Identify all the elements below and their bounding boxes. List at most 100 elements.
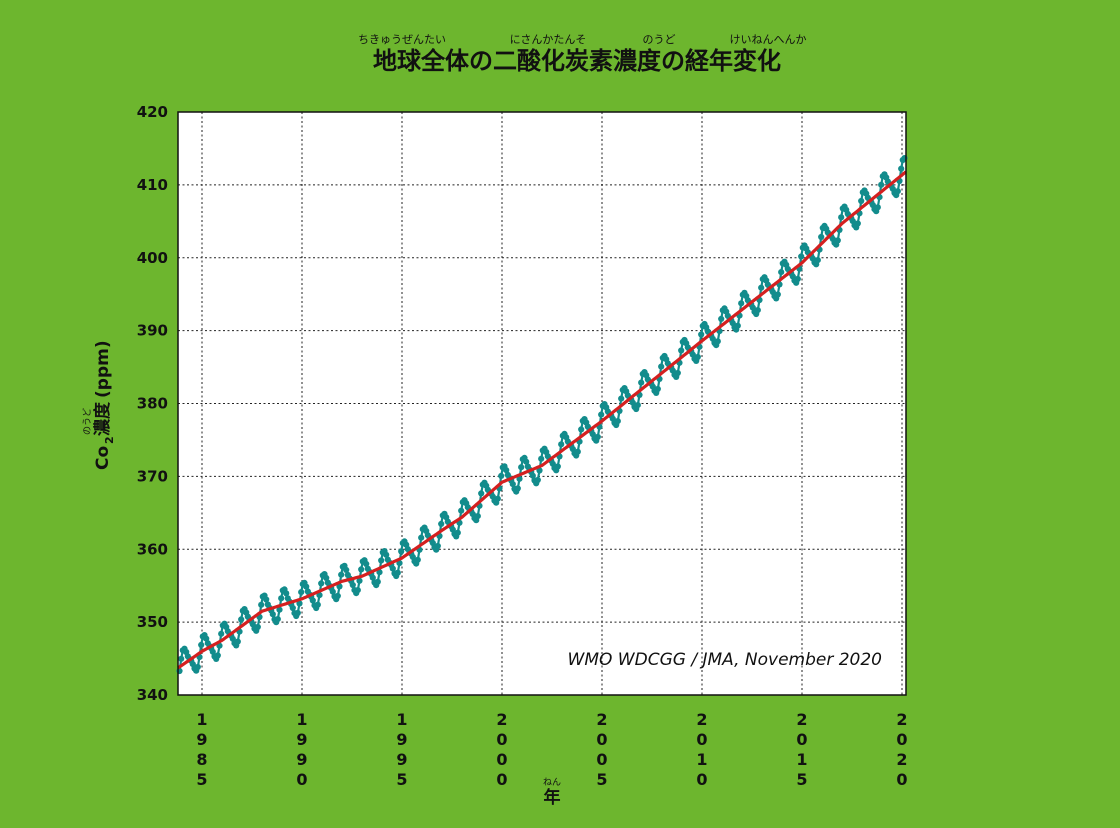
monthly-point [278,595,285,602]
monthly-point [194,663,201,671]
monthly-point [389,565,396,572]
monthly-point [296,600,303,607]
monthly-point [329,588,336,595]
y-axis-label-unit: (ppm) [93,340,113,398]
monthly-point [714,338,721,345]
monthly-point [238,616,245,623]
monthly-point [383,551,390,558]
x-tick-digit: 0 [896,730,907,749]
monthly-point [798,253,805,260]
monthly-point [514,485,521,492]
monthly-point [574,448,581,455]
title-ruby-3: のうど [643,33,676,46]
credit-annotation: WMO WDCGG / JMA, November 2020 [568,650,882,670]
plot-frame [177,111,907,696]
monthly-point [894,188,901,195]
monthly-point [774,291,781,298]
monthly-point [338,571,345,578]
monthly-series [176,155,908,675]
monthly-point [398,548,405,555]
monthly-point [734,322,741,329]
x-tick-digit: 0 [696,730,707,749]
monthly-point [218,630,225,637]
monthly-point [494,495,501,502]
monthly-point [274,616,281,623]
y-axis-label-subscript: 2 [103,436,116,444]
x-tick-digit: 0 [496,750,507,769]
monthly-point [678,347,685,354]
monthly-point [658,363,665,370]
monthly-point [363,560,370,568]
monthly-point [334,592,341,600]
y-tick-label: 400 [137,249,168,267]
y-axis-label-co: Co [93,446,113,470]
trend-series [177,170,907,670]
x-tick-digit: 2 [796,710,807,729]
monthly-point [878,181,885,188]
monthly-point [323,574,330,582]
x-tick-digit: 1 [396,710,407,729]
monthly-point [178,655,185,662]
x-tick-digit: 2 [896,750,907,769]
y-tick-label: 380 [137,395,168,413]
x-tick-digit: 1 [796,750,807,769]
monthly-point [254,623,261,631]
monthly-point [358,566,365,573]
monthly-point [414,556,421,563]
x-tick-digit: 2 [896,710,907,729]
monthly-point [854,220,861,227]
monthly-point [858,197,865,205]
monthly-point [474,513,481,520]
monthly-point [758,284,765,291]
monthly-point [534,476,541,484]
monthly-point [374,578,381,585]
monthly-point [834,237,841,244]
monthly-point [538,455,545,462]
x-tick-digit: 9 [396,730,407,749]
monthly-point [558,441,565,448]
x-tick-digit: 0 [696,770,707,789]
monthly-point [638,379,645,386]
x-tick-digit: 0 [896,770,907,789]
monthly-point [529,472,536,479]
monthly-point [309,597,316,604]
monthly-point [818,233,825,241]
monthly-point [418,534,425,541]
monthly-point [654,385,661,393]
x-tick-digit: 2 [496,710,507,729]
monthly-point [614,418,621,425]
x-tick-digit: 0 [596,750,607,769]
x-tick-digit: 5 [596,770,607,789]
trend-line [177,170,907,670]
monthly-point [718,315,725,322]
monthly-point [458,507,465,514]
monthly-point [394,569,401,576]
monthly-point [554,463,561,470]
x-tick-digit: 0 [796,730,807,749]
monthly-point [454,529,461,536]
monthly-point [523,458,530,465]
x-tick-digit: 9 [396,750,407,769]
monthly-point [336,583,343,590]
monthly-point [674,369,681,377]
monthly-point [814,257,821,264]
y-tick-label: 410 [137,176,168,194]
monthly-point [258,601,265,608]
monthly-point [343,566,350,574]
monthly-point [594,433,601,440]
title-ruby-4: けいねんへんか [730,33,807,46]
monthly-point [794,275,801,282]
y-tick-label: 420 [137,103,168,121]
x-tick-digit: 5 [196,770,207,789]
monthly-point [378,557,385,564]
y-tick-labels: 340 350 360 370 380 390 400 410 420 [137,103,168,704]
monthly-point [434,542,441,550]
x-tick-digit: 1 [196,710,207,729]
